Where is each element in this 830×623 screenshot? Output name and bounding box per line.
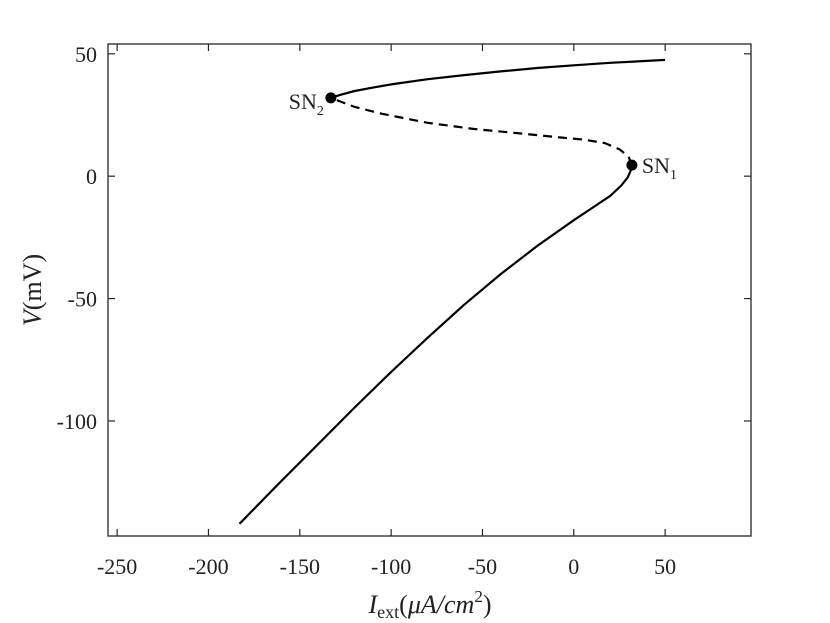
y-axis-label: V(mV) [18,254,47,326]
curves [238,58,666,525]
x-axis-label: Iext(μA/cm2) [368,587,492,622]
sn2-marker [325,92,337,104]
x-tick-label: -150 [280,554,320,579]
stable-branch-line [330,58,666,99]
plot-area [107,43,752,537]
x-tick-label: -50 [468,554,497,579]
y-tick-label: 50 [75,42,97,67]
stable-branch-line [238,164,633,525]
x-tick-label: -200 [188,554,228,579]
sn1-marker [626,159,638,171]
saddle-node-points: SN1 SN2 [289,89,677,183]
y-tick-label: -100 [57,409,97,434]
unstable-branch-line [330,96,633,166]
x-tick-label: 0 [568,554,579,579]
sn1-label: SN1 [642,153,677,183]
y-axis: -100 -50 0 50 [57,42,751,434]
sn2-label: SN2 [289,89,324,119]
x-tick-label: -250 [97,554,137,579]
x-tick-label: -100 [371,554,411,579]
x-tick-label: 50 [654,554,676,579]
y-tick-label: -50 [68,287,97,312]
x-axis: -250 -200 -150 -100 -50 0 50 [97,44,676,579]
y-tick-label: 0 [86,164,97,189]
